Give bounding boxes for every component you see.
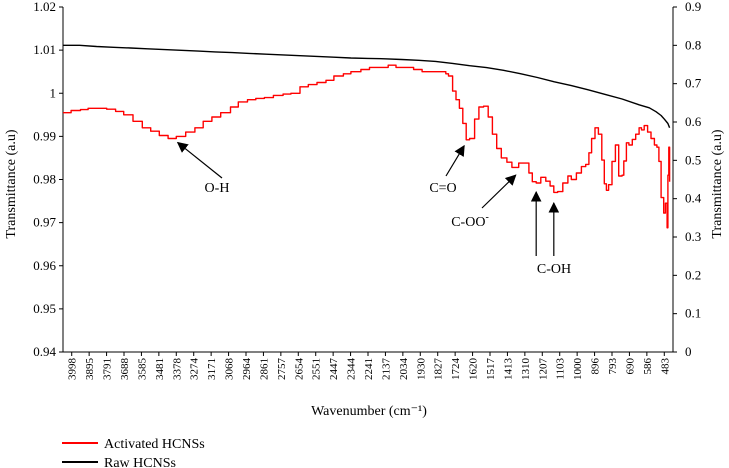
annotation-label: C=O bbox=[429, 181, 456, 196]
x-tick-label: 2137 bbox=[380, 358, 392, 381]
x-tick-label: 3791 bbox=[102, 358, 114, 380]
x-tick-label: 2241 bbox=[363, 358, 375, 380]
x-tick-label: 2344 bbox=[346, 358, 358, 381]
x-tick-label: 3274 bbox=[189, 358, 201, 381]
peak-annotations: O-H C=O C-OO- C-OH bbox=[176, 141, 571, 277]
y-tick-label: 0.95 bbox=[33, 301, 56, 316]
annotation-arrow bbox=[481, 174, 517, 209]
x-tick-label: 2861 bbox=[258, 358, 270, 380]
y-axis-title: Transmittance (a.u) bbox=[4, 129, 19, 238]
x-tick-label: 2551 bbox=[311, 358, 323, 380]
y2-tick-label: 0.2 bbox=[685, 267, 701, 282]
x-axis-title: Wavenumber (cm⁻¹) bbox=[311, 404, 427, 419]
x-tick-label: 1620 bbox=[468, 358, 480, 381]
annotation-label: O-H bbox=[205, 181, 230, 196]
x-tick-label: 896 bbox=[590, 358, 602, 375]
x-tick-label: 1930 bbox=[415, 358, 427, 381]
y2-tick-label: 0 bbox=[685, 344, 692, 359]
x-tick-label: 690 bbox=[624, 358, 636, 375]
y-tick-label: 0.96 bbox=[33, 258, 56, 273]
x-tick-label: 2757 bbox=[276, 358, 288, 381]
y2-tick-label: 0.7 bbox=[685, 76, 702, 91]
x-tick-label: 1724 bbox=[450, 358, 462, 381]
x-tick-label: 1103 bbox=[555, 358, 567, 380]
x-tick-label: 793 bbox=[607, 358, 619, 375]
annotation-label: C-OH bbox=[537, 262, 571, 277]
y-tick-label: 0.99 bbox=[33, 128, 56, 143]
y2-axis-title: Transmittance (a.u) bbox=[710, 129, 725, 238]
y2-tick-label: 0.3 bbox=[685, 229, 701, 244]
legend: Activated HCNSs Raw HCNSs bbox=[62, 437, 205, 468]
y-axis-ticks: 0.94 0.95 0.96 0.97 0.98 0.99 1 1.01 1.02 bbox=[33, 0, 63, 359]
y-tick-label: 1 bbox=[50, 85, 57, 100]
y-tick-label: 0.94 bbox=[33, 344, 56, 359]
x-tick-label: 1000 bbox=[572, 358, 584, 381]
x-tick-label: 483 bbox=[659, 358, 671, 375]
annotation-arrow bbox=[445, 144, 465, 177]
y-tick-label: 1.01 bbox=[33, 42, 56, 57]
y2-tick-label: 0.9 bbox=[685, 0, 701, 14]
x-tick-label: 2654 bbox=[293, 358, 305, 381]
y-tick-label: 0.98 bbox=[33, 172, 56, 187]
y2-tick-label: 0.8 bbox=[685, 37, 701, 52]
x-tick-label: 3481 bbox=[154, 358, 166, 380]
x-tick-label: 3585 bbox=[136, 358, 148, 381]
y2-axis-ticks: 0 0.1 0.2 0.3 0.4 0.5 0.6 0.7 0.8 0.9 bbox=[673, 0, 702, 359]
x-tick-label: 1413 bbox=[502, 358, 514, 381]
annotation-arrow bbox=[176, 141, 223, 179]
x-tick-label: 1207 bbox=[537, 358, 549, 381]
legend-label-raw: Raw HCNSs bbox=[104, 456, 176, 468]
y2-tick-label: 0.6 bbox=[685, 114, 702, 129]
series-line-activated-hcnss bbox=[63, 64, 671, 229]
x-tick-label: 2447 bbox=[328, 358, 340, 381]
y2-tick-label: 0.5 bbox=[685, 152, 701, 167]
y2-tick-label: 0.4 bbox=[685, 191, 702, 206]
x-tick-label: 3998 bbox=[67, 358, 79, 381]
x-axis-ticks: 3998 3895 3791 3688 3585 3481 3378 3274 3171 3068… bbox=[67, 352, 671, 381]
x-tick-label: 586 bbox=[642, 358, 654, 375]
x-tick-label: 2034 bbox=[398, 358, 410, 381]
x-tick-label: 3171 bbox=[206, 358, 218, 380]
x-tick-label: 3688 bbox=[119, 358, 131, 381]
series-line-raw-hcnss bbox=[63, 44, 671, 129]
x-tick-label: 3378 bbox=[171, 358, 183, 381]
annotation-label: C-OO- bbox=[451, 212, 489, 230]
x-tick-label: 1310 bbox=[520, 358, 532, 381]
x-tick-label: 1827 bbox=[433, 358, 445, 381]
x-tick-label: 2964 bbox=[241, 358, 253, 381]
y2-tick-label: 0.1 bbox=[685, 306, 701, 321]
legend-label-activated: Activated HCNSs bbox=[104, 437, 205, 452]
x-tick-label: 1517 bbox=[485, 358, 497, 381]
y-tick-label: 1.02 bbox=[33, 0, 56, 14]
x-tick-label: 3895 bbox=[84, 358, 96, 381]
y-tick-label: 0.97 bbox=[33, 215, 56, 230]
x-tick-label: 3068 bbox=[224, 358, 236, 381]
